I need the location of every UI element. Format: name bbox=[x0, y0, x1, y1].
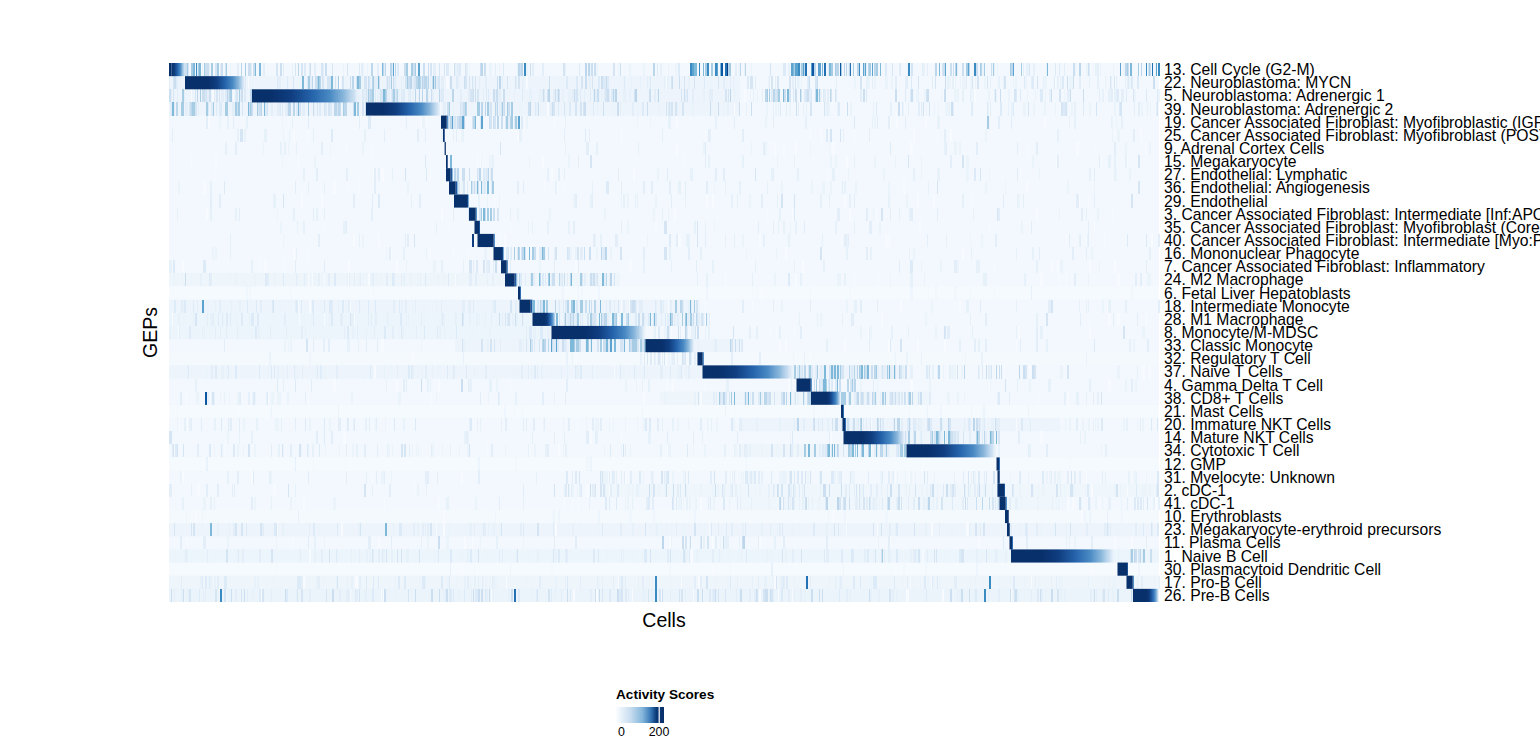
svg-text:Activity Scores: Activity Scores bbox=[616, 687, 714, 702]
svg-text:Cells: Cells bbox=[642, 609, 686, 631]
svg-text:GEPs: GEPs bbox=[139, 307, 161, 358]
svg-text:26. Pre-B Cells: 26. Pre-B Cells bbox=[1164, 587, 1270, 604]
svg-text:200: 200 bbox=[649, 725, 670, 739]
svg-text:0: 0 bbox=[618, 725, 625, 739]
